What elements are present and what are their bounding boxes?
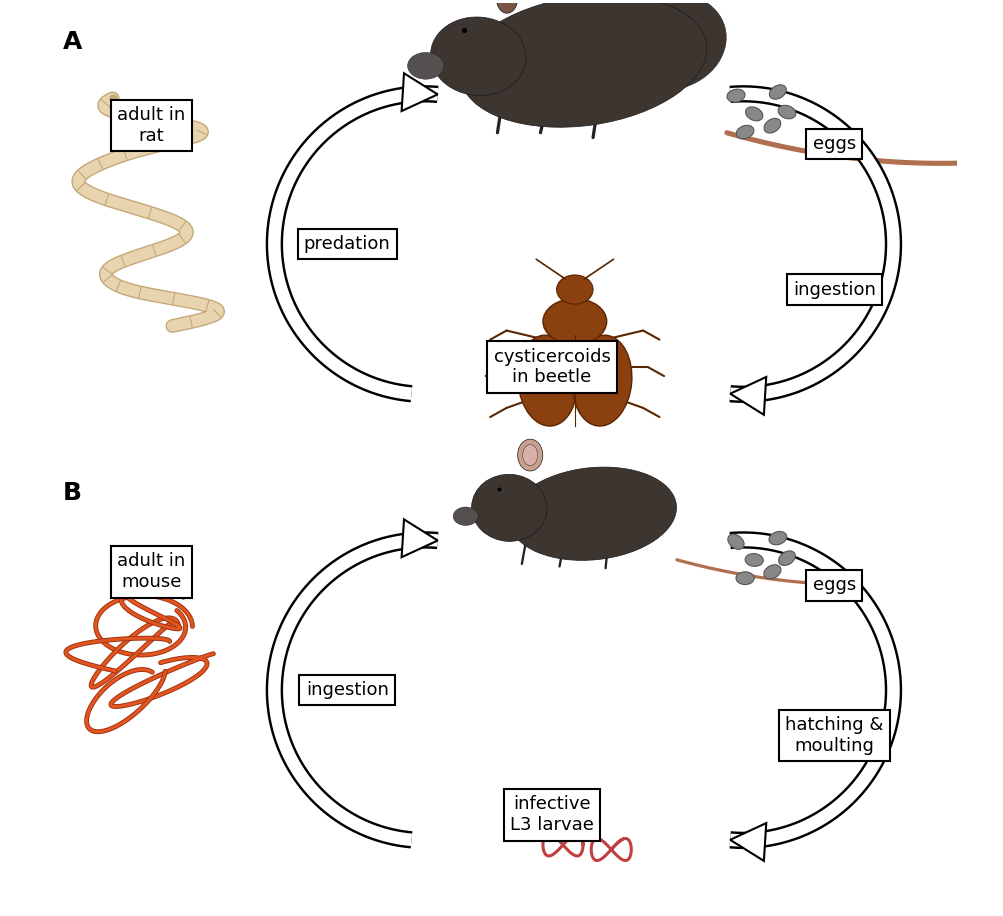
Ellipse shape bbox=[452, 507, 477, 526]
Text: A: A bbox=[63, 30, 82, 54]
Ellipse shape bbox=[763, 118, 780, 133]
Text: B: B bbox=[63, 481, 82, 505]
Ellipse shape bbox=[572, 335, 631, 426]
Text: ingestion: ingestion bbox=[306, 682, 388, 699]
Text: ingestion: ingestion bbox=[792, 280, 875, 299]
Text: adult in
rat: adult in rat bbox=[117, 106, 186, 145]
Polygon shape bbox=[401, 519, 437, 557]
Ellipse shape bbox=[612, 0, 725, 91]
Ellipse shape bbox=[496, 0, 517, 13]
Ellipse shape bbox=[745, 107, 762, 121]
Ellipse shape bbox=[510, 467, 676, 561]
Ellipse shape bbox=[518, 335, 577, 426]
Text: adult in
mouse: adult in mouse bbox=[117, 552, 186, 591]
Polygon shape bbox=[401, 73, 437, 111]
Ellipse shape bbox=[735, 572, 753, 584]
Ellipse shape bbox=[768, 85, 785, 99]
Ellipse shape bbox=[763, 565, 780, 579]
Text: hatching &
moulting: hatching & moulting bbox=[784, 716, 883, 755]
Ellipse shape bbox=[407, 52, 443, 79]
Ellipse shape bbox=[735, 125, 753, 139]
Ellipse shape bbox=[768, 531, 786, 545]
Text: cysticercoids
in beetle: cysticercoids in beetle bbox=[493, 347, 610, 387]
Ellipse shape bbox=[727, 534, 743, 550]
Ellipse shape bbox=[543, 299, 606, 344]
Ellipse shape bbox=[459, 0, 706, 127]
Polygon shape bbox=[729, 823, 765, 861]
Ellipse shape bbox=[518, 439, 543, 471]
Ellipse shape bbox=[430, 17, 526, 95]
Text: predation: predation bbox=[304, 235, 390, 253]
Ellipse shape bbox=[556, 275, 593, 304]
Ellipse shape bbox=[777, 551, 794, 565]
Ellipse shape bbox=[777, 105, 795, 119]
Ellipse shape bbox=[744, 553, 762, 566]
Ellipse shape bbox=[471, 474, 547, 541]
Text: eggs: eggs bbox=[811, 135, 856, 153]
Text: infective
L3 larvae: infective L3 larvae bbox=[510, 795, 594, 834]
Ellipse shape bbox=[726, 89, 744, 103]
Polygon shape bbox=[729, 377, 765, 415]
Ellipse shape bbox=[523, 444, 538, 465]
Text: eggs: eggs bbox=[811, 576, 856, 594]
